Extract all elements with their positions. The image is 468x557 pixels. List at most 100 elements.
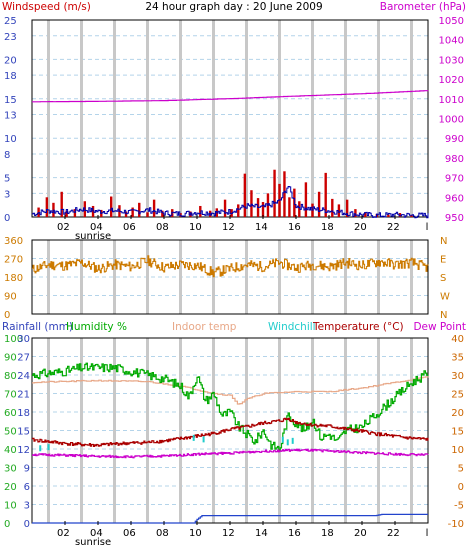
humidity-ytick-40: 40 (4, 445, 17, 456)
p3-xlabel-08: 08 (156, 528, 169, 539)
p1-xlabel-18: 18 (321, 222, 334, 233)
p1-xlabel-20: 20 (354, 222, 367, 233)
rain-ytick-12: 12 (17, 445, 30, 456)
wind-bar-43 (345, 199, 349, 217)
wind-bar-41 (331, 198, 334, 217)
dir-ytick-180: 180 (4, 273, 23, 284)
wind-ytick-23: 23 (4, 32, 17, 43)
rain-ytick-27: 27 (17, 353, 30, 364)
wind-ytick-15: 15 (4, 95, 17, 106)
humidity-ytick-10: 10 (4, 501, 17, 512)
p1-xlabel-14: 14 (255, 222, 268, 233)
rain-humidity-temperature-panel: 0102030405060708090100036912151821242730… (4, 334, 464, 548)
p3-xlabel-end: l (426, 528, 429, 539)
dir-ytick-0: 0 (4, 310, 10, 321)
rain-ytick-0: 0 (24, 519, 30, 530)
p1-xlabel-08: 08 (156, 222, 169, 233)
rain-ytick-9: 9 (24, 464, 30, 475)
wind-bar-3 (60, 191, 63, 217)
wind-bar-16 (161, 210, 164, 217)
windchill-mark-6 (291, 437, 294, 444)
temp-ytick-10: 10 (451, 445, 464, 456)
temp-ytick-40: 40 (451, 334, 464, 345)
baro-ytick-970: 970 (445, 174, 464, 185)
wind-ytick-25: 25 (4, 16, 17, 27)
dir-compass-4: N (440, 236, 447, 247)
temperature-legend: Temperature (°C) (312, 321, 404, 333)
wind-bar-1 (45, 197, 49, 217)
p3-xlabel-02: 02 (57, 528, 70, 539)
temp-ytick-20: 20 (451, 408, 464, 419)
p3-xlabel-10: 10 (189, 528, 202, 539)
rain-ytick-6: 6 (24, 482, 30, 493)
barometer-line (32, 90, 429, 103)
p1-sunrise-label: sunrise (75, 231, 111, 242)
wind-bar-36 (298, 201, 301, 217)
baro-ytick-1020: 1020 (439, 75, 464, 86)
p3-xlabel-04: 04 (90, 528, 103, 539)
p1-xlabel-02: 02 (57, 222, 70, 233)
wind-bar-48 (398, 213, 402, 217)
barometer-axis-title: Barometer (hPa) (380, 1, 466, 13)
temp-ytick-5: 5 (458, 464, 464, 475)
wind-ytick-5: 5 (4, 174, 10, 185)
humidity-ytick-0: 0 (4, 519, 10, 530)
indoor-temp-legend: Indoor temp (172, 321, 237, 333)
rainfall-line (32, 513, 428, 524)
baro-ytick-950: 950 (445, 213, 464, 224)
baro-ytick-1000: 1000 (439, 115, 464, 126)
temp-ytick-15: 15 (451, 427, 464, 438)
wind-bar-37 (304, 182, 308, 217)
baro-ytick-1030: 1030 (439, 55, 464, 66)
rain-ytick-21: 21 (17, 390, 30, 401)
wind-ytick-10: 10 (4, 134, 17, 145)
p3-xlabel-12: 12 (222, 528, 235, 539)
dir-compass-2: S (440, 273, 446, 284)
p2-frame (31, 239, 429, 315)
dir-ytick-270: 270 (4, 255, 23, 266)
baro-ytick-1010: 1010 (439, 95, 464, 106)
dir-ytick-360: 360 (4, 236, 23, 247)
humidity-ytick-20: 20 (4, 482, 17, 493)
windchill-mark-0 (39, 445, 42, 452)
p3-xlabel-20: 20 (354, 528, 367, 539)
dewpoint-line (32, 448, 429, 459)
dir-ytick-90: 90 (4, 292, 17, 303)
dewpoint-legend: Dew Point (413, 321, 466, 333)
p3-xlabel-14: 14 (255, 528, 268, 539)
p3-xlabel-18: 18 (321, 528, 334, 539)
baro-ytick-980: 980 (445, 154, 464, 165)
p1-xlabel-end: l (426, 222, 429, 233)
temp-ytick-30: 30 (451, 371, 464, 382)
wind-ytick-8: 8 (4, 150, 10, 161)
temp-ytick--5: -5 (454, 501, 464, 512)
graph-title: 24 hour graph day : 20 June 2009 (145, 1, 322, 13)
rain-ytick-24: 24 (17, 371, 30, 382)
humidity-ytick-100: 100 (4, 334, 23, 345)
windchill-mark-4 (281, 436, 284, 443)
windchill-mark-1 (47, 444, 50, 451)
p1-xlabel-06: 06 (123, 222, 136, 233)
humidity-ytick-60: 60 (4, 408, 17, 419)
wind-bar-5 (73, 209, 77, 217)
wind-bar-32 (278, 183, 281, 217)
humidity-ytick-90: 90 (4, 353, 17, 364)
wind-bar-40 (324, 172, 327, 217)
wind-bar-45 (364, 212, 367, 217)
dir-compass-1: W (440, 292, 450, 303)
wind-ytick-20: 20 (4, 55, 17, 66)
wind-bar-44 (354, 209, 357, 217)
wind-bar-4 (65, 210, 68, 217)
humidity-ytick-30: 30 (4, 464, 17, 475)
p1-xlabel-16: 16 (288, 222, 301, 233)
wind-bar-9 (110, 196, 113, 217)
wind-bar-26 (243, 173, 247, 217)
wind-ytick-0: 0 (4, 213, 10, 224)
wind-bar-33 (283, 171, 286, 217)
wind-ytick-18: 18 (4, 71, 17, 82)
rain-ytick-15: 15 (17, 427, 30, 438)
wind-bar-7 (91, 205, 95, 217)
